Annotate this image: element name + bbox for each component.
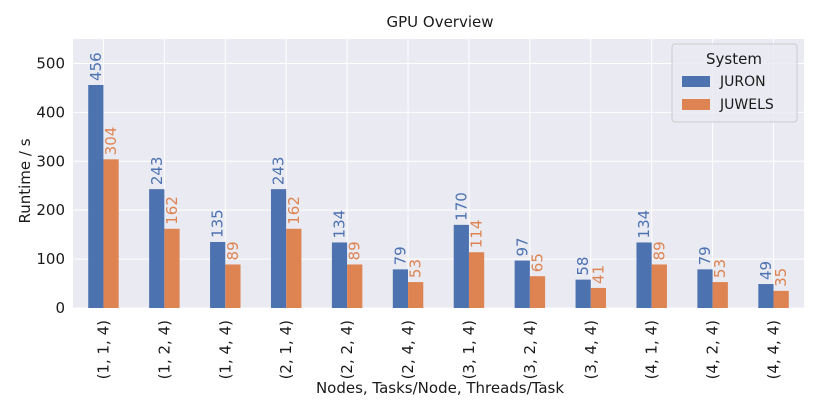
- bar-juron: [331, 242, 348, 308]
- bar-juwels: [773, 290, 789, 308]
- bar-juwels: [286, 228, 302, 308]
- legend-label-juwels: JUWELS: [719, 97, 774, 113]
- bar-juron: [453, 224, 469, 308]
- data-label-juron: 79: [391, 246, 409, 265]
- data-label-juron: 134: [635, 210, 653, 239]
- bar-juron: [88, 84, 104, 308]
- data-label-juron: 456: [87, 52, 105, 81]
- data-label-juwels: 114: [468, 220, 486, 249]
- bar-juron: [575, 279, 591, 308]
- data-label-juwels: 53: [407, 259, 425, 278]
- data-label-juwels: 53: [711, 259, 729, 278]
- bar-juwels: [347, 264, 363, 308]
- y-tick-label: 300: [36, 152, 65, 170]
- y-tick-label: 0: [55, 299, 65, 317]
- x-tick-label: (1, 1, 4): [94, 320, 112, 379]
- x-tick-label: (3, 2, 4): [521, 320, 539, 379]
- data-label-juron: 243: [270, 157, 288, 186]
- data-label-juwels: 89: [224, 241, 242, 260]
- chart-title: GPU Overview: [386, 13, 493, 31]
- x-tick-label: (3, 1, 4): [460, 320, 478, 379]
- data-label-juwels: 304: [102, 127, 120, 156]
- data-label-juron: 134: [331, 210, 349, 239]
- y-tick-label: 200: [36, 201, 65, 219]
- y-tick-label: 100: [36, 250, 65, 268]
- data-label-juwels: 89: [346, 241, 364, 260]
- bar-juron: [758, 284, 774, 308]
- bar-juwels: [468, 252, 485, 308]
- x-axis-ticks: (1, 1, 4) (1, 2, 4) (1, 4, 4) (2, 1, 4) (2, …: [94, 320, 782, 379]
- y-tick-label: 400: [36, 103, 65, 121]
- y-axis-ticks: 0 100 200 300 400 500: [36, 54, 65, 317]
- x-tick-label: (4, 2, 4): [704, 320, 722, 379]
- x-axis-title: Nodes, Tasks/Node, Threads/Task: [316, 379, 564, 397]
- data-label-juwels: 89: [650, 241, 668, 260]
- bar-juron: [270, 189, 287, 308]
- data-label-juron: 135: [209, 209, 227, 238]
- x-tick-label: (2, 1, 4): [277, 320, 295, 379]
- data-label-juron: 49: [757, 261, 775, 280]
- data-label-juron: 58: [574, 257, 592, 276]
- bar-juwels: [164, 228, 180, 308]
- bar-juron: [514, 260, 530, 308]
- x-tick-label: (1, 4, 4): [216, 320, 234, 379]
- data-label-juwels: 162: [285, 196, 303, 225]
- bar-juron: [392, 269, 409, 308]
- data-label-juron: 97: [513, 237, 531, 256]
- bar-juwels: [225, 264, 241, 308]
- legend-title: System: [706, 50, 762, 68]
- bar-juron: [149, 189, 165, 308]
- data-label-juron: 170: [452, 192, 470, 221]
- bar-juwels: [712, 282, 728, 308]
- data-label-juwels: 35: [772, 268, 790, 287]
- x-tick-label: (4, 1, 4): [643, 320, 661, 379]
- y-axis-title: Runtime / s: [16, 138, 34, 223]
- y-tick-label: 500: [36, 54, 65, 72]
- data-label-juron: 243: [148, 157, 166, 186]
- x-tick-label: (1, 2, 4): [155, 320, 173, 379]
- bar-juron: [697, 269, 713, 308]
- data-labels: 456 243 135 243 134 79 170 97 58 134 79 49 304 162 89 1…: [87, 52, 790, 287]
- legend-swatch-juron: [682, 76, 710, 87]
- data-label-juwels: 41: [589, 265, 607, 284]
- legend-label-juron: JURON: [719, 74, 766, 90]
- bar-juwels: [590, 287, 607, 308]
- bar-juron: [210, 241, 226, 308]
- bar-juwels: [103, 159, 119, 308]
- bar-juwels: [529, 276, 546, 308]
- data-label-juron: 79: [696, 246, 714, 265]
- x-tick-label: (3, 4, 4): [582, 320, 600, 379]
- bars: [88, 84, 789, 308]
- x-tick-label: (2, 4, 4): [399, 320, 417, 379]
- x-tick-label: (2, 2, 4): [338, 320, 356, 379]
- data-label-juwels: 65: [528, 253, 546, 272]
- bar-juwels: [408, 282, 424, 308]
- bar-juron: [636, 242, 652, 308]
- legend: System JURON JUWELS: [671, 43, 798, 123]
- bar-juwels: [651, 264, 667, 308]
- x-tick-label: (4, 4, 4): [765, 320, 783, 379]
- legend-swatch-juwels: [682, 99, 710, 110]
- data-label-juwels: 162: [163, 196, 181, 225]
